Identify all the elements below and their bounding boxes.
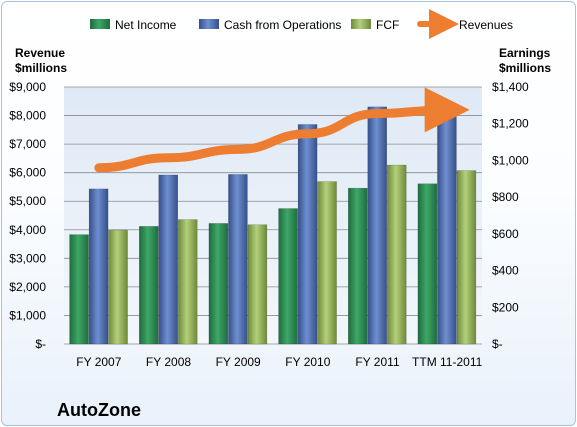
right-tick-label: $400 [492,264,519,278]
right-axis-title-2: $millions [499,61,551,75]
left-tick-label: $9,000 [9,80,46,94]
x-axis-ticks: FY 2007 FY 2008 FY 2009 FY 2010 FY 2011 TTM 1… [76,355,482,369]
left-axis-title-2: $millions [15,61,67,75]
right-axis-title-1: Earnings [499,46,551,60]
revenue-point [377,112,378,114]
bars-group [69,106,477,345]
revenue-point [98,167,100,169]
right-tick-label: $1,200 [492,117,529,131]
left-tick-label: $6,000 [9,166,46,180]
revenue-point [237,148,239,150]
legend-label-cash-ops: Cash from Operations [224,18,341,32]
bar-fcf [247,224,268,345]
legend: Net Income Cash from Operations FCF Reve… [90,9,513,39]
bar-cash-from-operations [228,174,248,345]
bar-fcf [178,219,198,345]
left-tick-label: $- [35,337,46,351]
bar-fcf [317,181,337,345]
legend-label-net-income: Net Income [115,18,177,32]
left-tick-label: $5,000 [9,194,46,208]
left-axis-title-1: Revenue [15,46,65,60]
bar-fcf [387,164,407,345]
plot-area [64,87,482,344]
left-tick-label: $1,000 [9,308,46,322]
bar-cash-from-operations [158,174,178,345]
left-tick-label: $4,000 [9,223,46,237]
right-tick-label: $600 [492,227,519,241]
legend-swatch-net-income [90,19,110,29]
bar-net-income [139,226,159,345]
revenue-point [168,157,169,159]
left-tick-label: $7,000 [9,137,46,151]
bar-cash-from-operations [367,106,387,345]
bar-fcf [456,170,477,345]
bar-net-income [348,187,368,345]
bar-fcf [108,229,128,345]
gridlines [64,86,482,345]
revenue-point [446,109,448,111]
x-tick-label: FY 2010 [285,355,330,369]
left-tick-label: $3,000 [9,251,46,265]
bar-net-income [417,183,438,345]
company-caption: AutoZone [57,400,141,420]
revenue-line-group [94,87,470,173]
x-tick-label: FY 2007 [76,355,121,369]
left-tick-label: $2,000 [9,280,46,294]
bar-net-income [208,223,229,345]
legend-label-revenues: Revenues [459,18,513,32]
revenue-line [94,87,470,173]
bar-net-income [278,208,298,345]
x-tick-label: FY 2009 [216,355,261,369]
legend-label-fcf: FCF [376,18,399,32]
bar-net-income [69,234,89,345]
legend-swatch-cash-ops [199,19,219,29]
x-tick-label: TTM 11-2011 [412,355,483,369]
bar-cash-from-operations [297,124,318,345]
left-axis-ticks: $- $1,000 $2,000 $3,000 $4,000 $5,000 $6,000 $7… [9,80,46,351]
right-tick-label: $1,000 [492,153,529,167]
x-tick-label: FY 2011 [355,355,400,369]
revenue-point [307,133,309,135]
right-tick-label: $200 [492,300,519,314]
right-tick-label: $1,400 [492,80,529,94]
left-tick-label: $8,000 [9,109,46,123]
bar-cash-from-operations [88,188,109,345]
x-tick-label: FY 2008 [146,355,191,369]
bar-cash-from-operations [437,109,457,345]
right-tick-label: $- [492,337,503,351]
right-tick-label: $800 [492,190,519,204]
right-axis-ticks: $- $200 $400 $600 $800 $1,000 $1,200 $1,400 [492,80,529,351]
legend-swatch-fcf [351,19,371,29]
